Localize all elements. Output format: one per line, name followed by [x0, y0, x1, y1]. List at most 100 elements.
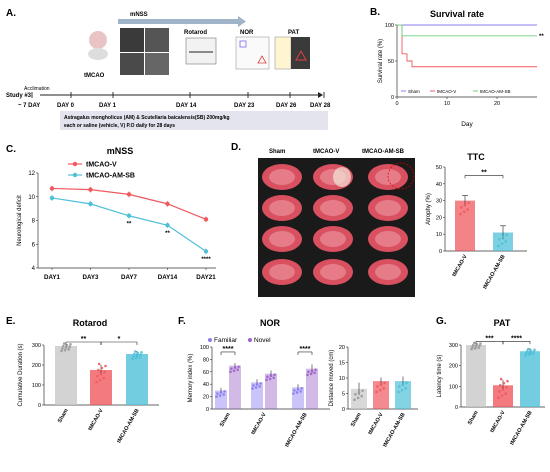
- legend-marker: [72, 161, 78, 167]
- y-tick-label: 12: [28, 171, 35, 177]
- data-point: [295, 391, 299, 394]
- bar: [373, 381, 389, 409]
- bar: [251, 382, 263, 409]
- data-point: [60, 349, 63, 353]
- legend-label: tMCAO-AM-SB: [86, 173, 135, 180]
- y-tick-label: 10: [28, 195, 35, 201]
- chart-survival-rate: B. Survival rate 0 50 100 Survival rate (%) 0 1…: [370, 7, 544, 128]
- data-point: [216, 392, 219, 395]
- y-tick-label: 20: [203, 395, 209, 401]
- survival-line: [397, 24, 537, 68]
- treatment-note-box: [60, 111, 328, 130]
- significance-label: *: [118, 336, 121, 343]
- x-tick-label: Sham: [350, 412, 363, 428]
- data-point: [528, 351, 532, 354]
- data-point: [498, 237, 501, 241]
- data-point: [251, 387, 254, 390]
- panel-d-letter: D.: [231, 142, 241, 153]
- data-point: [525, 351, 528, 355]
- x-tick-label: tMCAO-AM-SB: [509, 410, 533, 446]
- data-point: [139, 353, 142, 357]
- data-point: [398, 385, 401, 388]
- significance-label: ****: [511, 335, 522, 342]
- data-point: [504, 392, 508, 395]
- data-point: [473, 347, 477, 350]
- data-point: [307, 370, 310, 374]
- data-point: [479, 342, 482, 345]
- y-axis-label: Survival rate (%): [378, 39, 384, 83]
- data-point: [165, 223, 170, 228]
- data-point: [293, 389, 296, 392]
- chart-title: PAT: [494, 318, 511, 328]
- data-point: [252, 384, 255, 387]
- data-point: [259, 382, 262, 385]
- nor-illustration: [235, 36, 270, 70]
- y-tick-label: 20: [436, 215, 442, 221]
- data-point: [258, 385, 262, 388]
- data-point: [219, 391, 223, 394]
- brain-slice-core: [269, 169, 295, 185]
- x-tick-label: 0: [395, 101, 398, 107]
- data-point: [498, 390, 501, 393]
- y-tick-label: 5: [342, 392, 345, 398]
- legend-marker: [208, 338, 212, 342]
- data-point: [133, 350, 137, 353]
- data-point: [100, 366, 104, 370]
- data-point: [353, 398, 356, 402]
- significance-label: **: [127, 221, 132, 227]
- y-tick-label: 100: [385, 23, 394, 29]
- brain-slice-core: [375, 231, 401, 247]
- y-tick-label: 6: [32, 242, 36, 248]
- y-tick-label: 40: [203, 382, 209, 388]
- y-axis-label: Atrophy (%): [426, 193, 432, 225]
- data-point: [477, 346, 481, 350]
- timeline-day-label: DAY 26: [276, 103, 297, 109]
- x-tick-label: Sham: [57, 408, 70, 424]
- data-point: [309, 372, 313, 376]
- data-point: [96, 374, 99, 378]
- x-tick-label: DAY1: [44, 274, 60, 281]
- chart-title: NOR: [260, 318, 281, 328]
- data-point: [131, 357, 134, 361]
- data-point: [133, 352, 136, 356]
- pat-label: PAT: [288, 30, 299, 36]
- data-point: [497, 244, 500, 248]
- timeline-day-label: DAY 0: [57, 103, 75, 109]
- x-tick-label: tMCAO-AM-SB: [116, 408, 140, 444]
- data-point: [314, 368, 317, 372]
- nor-label: NOR: [240, 30, 254, 36]
- chart-title: TTC: [467, 152, 485, 162]
- y-axis-label: Latency time (s): [437, 355, 443, 398]
- data-point: [383, 381, 386, 385]
- data-point: [397, 390, 400, 394]
- timeline-day-label: DAY 23: [234, 103, 255, 109]
- data-point: [497, 396, 500, 400]
- data-point: [268, 377, 272, 381]
- mnss-arrow-head: [238, 16, 246, 27]
- y-tick-label: 80: [203, 357, 209, 363]
- data-point: [229, 370, 232, 374]
- significance-label: **: [81, 336, 87, 343]
- acclimation-label: Acclimation: [24, 86, 50, 92]
- data-point: [404, 387, 408, 390]
- data-point: [533, 348, 536, 352]
- data-point: [357, 391, 361, 394]
- data-point: [459, 212, 462, 216]
- data-point: [203, 249, 209, 254]
- data-point: [61, 347, 64, 350]
- data-point: [215, 395, 218, 398]
- mnss-photo-3: [120, 53, 144, 75]
- bar: [126, 354, 148, 405]
- legend-label: Sham: [408, 89, 420, 94]
- y-axis-label: Memory index (%): [188, 354, 194, 403]
- x-tick-label: tMCAO-AM-SB: [382, 412, 406, 448]
- data-point: [501, 388, 505, 391]
- legend-marker: [248, 338, 252, 342]
- data-point: [273, 373, 276, 376]
- data-point: [99, 372, 103, 376]
- data-point: [502, 381, 506, 385]
- x-tick-label: tMCAO-V: [451, 254, 468, 278]
- data-point: [254, 386, 258, 389]
- y-axis-label: Neurological deficit: [17, 195, 23, 246]
- x-tick-label: Sham: [467, 410, 480, 426]
